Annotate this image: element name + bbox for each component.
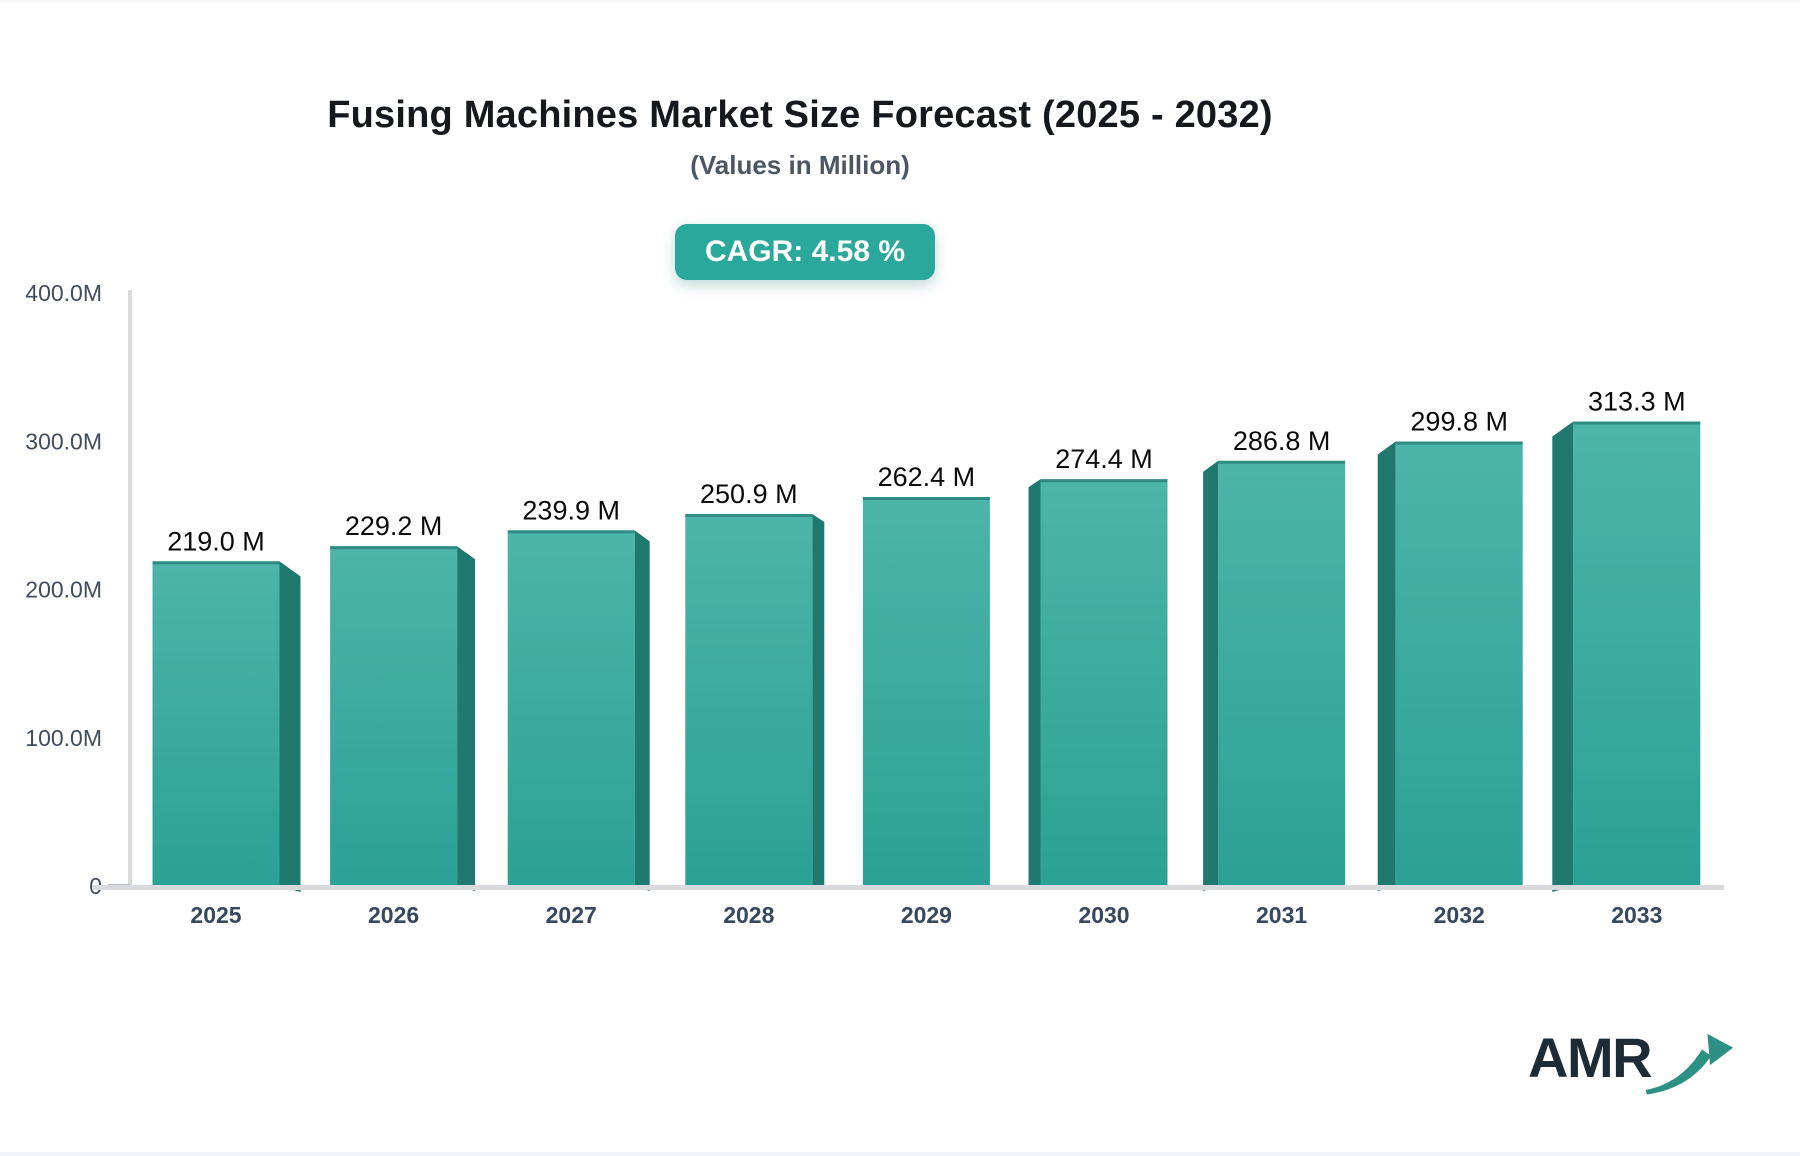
bar-side-face [634,530,650,891]
bar-side-face [1377,441,1396,891]
top-border-strip [0,0,1800,3]
x-axis-year-label: 2032 [1434,902,1485,928]
y-axis-tick-label: 400.0M [25,280,102,306]
bar-side-face [279,561,301,892]
bar-value-label: 262.4 M [878,462,976,492]
x-axis-year-label: 2026 [368,902,419,928]
bar-group-2025[interactable]: 219.0 M [152,526,301,892]
x-axis-year-label: 2028 [723,902,774,928]
y-axis-tick-label: 200.0M [25,577,102,603]
x-axis-baseline [92,885,1724,890]
bar-top-edge [1573,421,1701,425]
chart-title: Fusing Machines Market Size Forecast (20… [327,94,1273,136]
bar-group-2028[interactable]: 250.9 M [685,479,825,890]
bar-front-face[interactable] [1395,441,1523,886]
bar-side-face [812,514,825,890]
bar-group-2032[interactable]: 299.8 M [1377,407,1523,891]
bar-group-2029[interactable]: 262.4 M [862,462,990,886]
bar-front-face[interactable] [1218,460,1346,886]
bar-group-2031[interactable]: 286.8 M [1203,426,1346,891]
amr-logo-text: AMR [1528,1026,1653,1089]
bar-value-label: 274.4 M [1055,444,1153,474]
bottom-border-strip [0,1152,1800,1156]
bar-top-edge [1395,441,1523,445]
bar-value-label: 313.3 M [1588,387,1686,417]
bar-value-label: 286.8 M [1233,426,1331,456]
bar-top-edge [685,514,813,518]
bar-side-face [1552,421,1574,892]
bar-top-edge [862,496,990,500]
bar-value-label: 239.9 M [522,495,620,525]
bar-top-edge [507,530,635,534]
bar-side-face [1028,479,1041,890]
bar-top-edge [330,546,458,550]
bar-front-face[interactable] [685,514,813,886]
bar-group-2026[interactable]: 229.2 M [330,511,476,891]
x-axis-year-label: 2033 [1611,902,1662,928]
growth-arrow-icon [1645,1033,1734,1095]
y-axis-tick-label: 100.0M [25,725,102,751]
bar-group-2030[interactable]: 274.4 M [1028,444,1168,890]
bar-group-2033[interactable]: 313.3 M [1552,387,1701,892]
chart-subtitle: (Values in Million) [690,150,910,180]
y-axis-line [128,290,132,888]
cagr-badge: CAGR: 4.58 % [674,224,936,280]
bar-group-2027[interactable]: 239.9 M [507,495,650,891]
bar-value-label: 250.9 M [700,479,798,509]
bar-top-edge [152,561,280,565]
bar-front-face[interactable] [152,561,280,886]
bar-value-label: 229.2 M [345,511,443,541]
bar-side-face [457,546,476,891]
bar-front-face[interactable] [1573,421,1701,886]
y-axis-tick-label: 300.0M [25,428,102,454]
x-axis-year-label: 2025 [190,902,241,928]
bar-front-face[interactable] [862,496,990,886]
bar-top-edge [1218,460,1346,464]
bar-front-face[interactable] [507,530,635,886]
bar-value-label: 299.8 M [1410,407,1508,437]
bar-side-face [1203,460,1219,891]
x-axis-year-label: 2029 [901,902,952,928]
x-axis-year-label: 2027 [546,902,597,928]
amr-logo: AMR [1528,1030,1735,1100]
x-axis-year-label: 2031 [1256,902,1307,928]
bar-top-edge [1040,479,1168,483]
x-axis-year-label: 2030 [1078,902,1129,928]
bar-front-face[interactable] [330,546,458,886]
bar-value-label: 219.0 M [167,526,265,556]
bar-front-face[interactable] [1040,479,1168,886]
